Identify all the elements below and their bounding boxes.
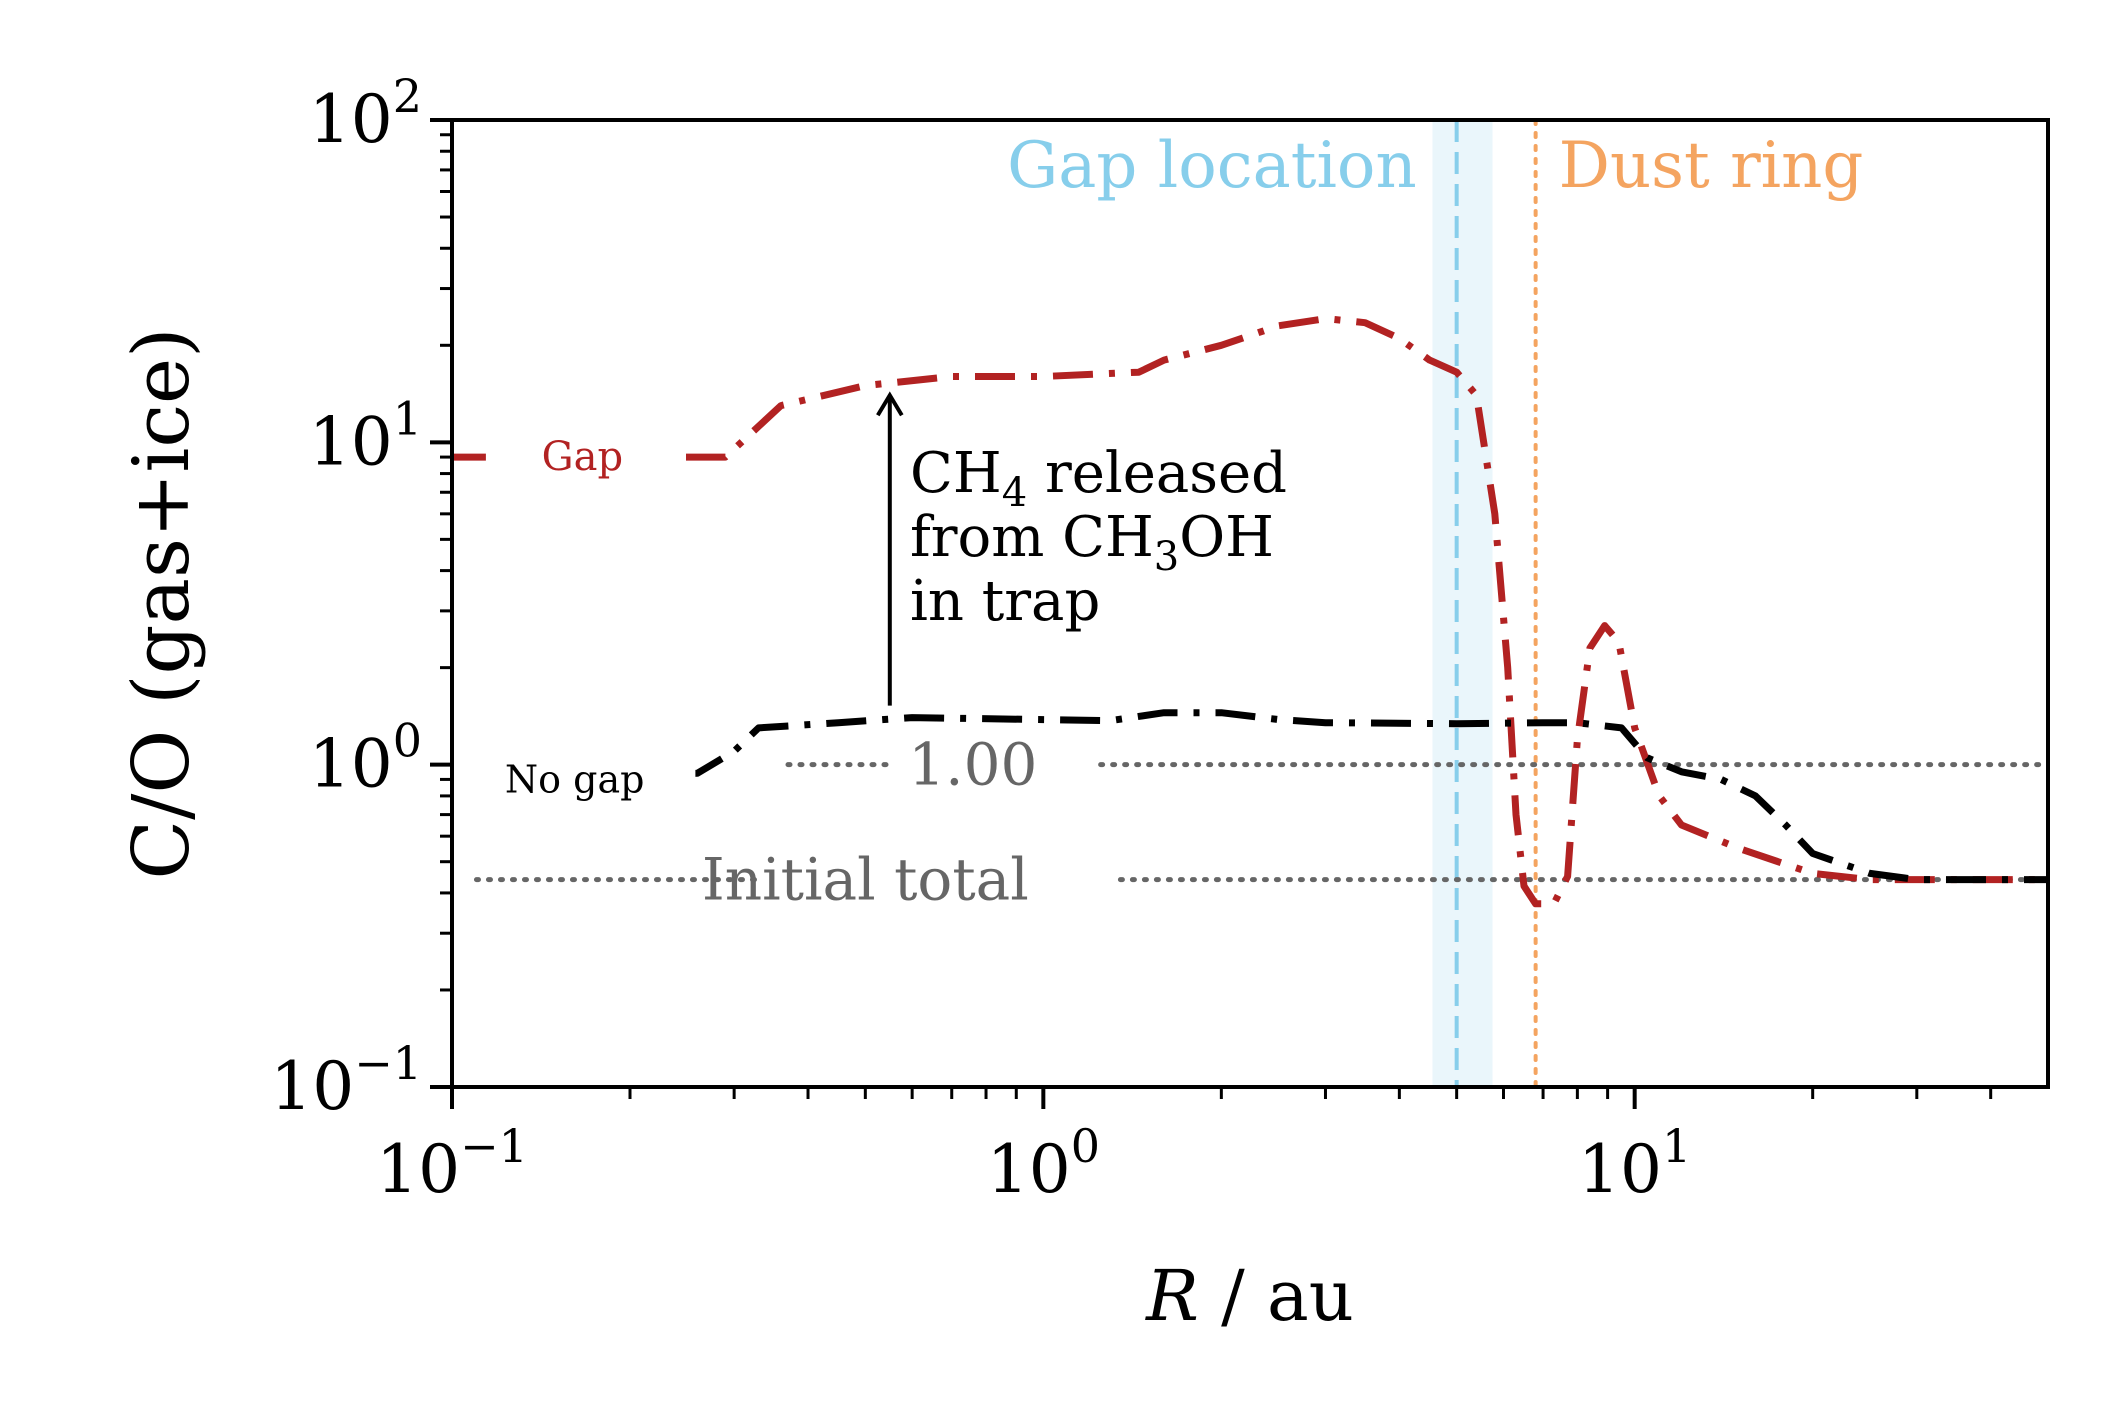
x-axis-label-sep: /	[1199, 1255, 1267, 1337]
y-tick-label: 10−1	[270, 1036, 422, 1125]
ref-line-label-one: 1.00	[908, 731, 1037, 799]
y-axis-label: C/O (gas+ice)	[117, 327, 207, 879]
annotation-line-2: in trap	[910, 569, 1100, 634]
x-tick-label-base: 10	[376, 1131, 460, 1208]
x-tick-label: 101	[1578, 1119, 1691, 1208]
annotation-line-0-prefix: CH	[910, 441, 1002, 506]
y-tick-label-exp: −1	[354, 1036, 422, 1090]
series-label-gap: Gap	[542, 434, 623, 480]
series-label-no-gap: No gap	[505, 757, 645, 801]
x-axis-label-var: R	[1144, 1255, 1199, 1337]
y-tick-label-base: 10	[309, 403, 393, 480]
x-tick-label-base: 10	[1578, 1131, 1662, 1208]
series-line-gap	[452, 315, 2048, 908]
annotation-line-1: from CH3OH	[910, 505, 1274, 580]
series-label-bg-1	[450, 755, 696, 802]
x-axis-label: R / au	[1144, 1255, 1354, 1337]
y-tick-label-base: 10	[309, 81, 393, 158]
x-tick-label-exp: 0	[1071, 1119, 1100, 1173]
annotation-line-1-prefix: from CH	[910, 505, 1154, 570]
annotation-line-2-prefix: in trap	[910, 569, 1100, 634]
gap-location-label: Gap location	[1007, 129, 1417, 203]
series-0-group	[452, 315, 2048, 908]
annotation-line-1-sub: 3	[1154, 534, 1179, 580]
y-tick-label: 102	[309, 69, 422, 158]
y-tick-label-exp: 2	[393, 69, 422, 123]
annotation-arrow-head	[876, 391, 904, 417]
series-1-group	[452, 709, 2048, 884]
x-tick-label: 10−1	[376, 1119, 528, 1208]
x-tick-label-exp: 1	[1662, 1119, 1691, 1173]
dust-ring-label: Dust ring	[1559, 129, 1864, 203]
annotation-line-0-suffix: released	[1027, 441, 1287, 506]
y-tick-label-exp: 1	[393, 391, 422, 445]
plot-frame	[450, 118, 2050, 1089]
x-tick-label-base: 10	[987, 1131, 1071, 1208]
ref-line-label-initial-total: Initial total	[702, 846, 1029, 914]
series-label-bg-0	[485, 433, 675, 480]
annotation-line-0: CH4 released	[910, 441, 1287, 516]
x-axis-label-unit: au	[1267, 1255, 1354, 1337]
y-tick-label-exp: 0	[393, 714, 422, 768]
annotation-line-0-sub: 4	[1002, 470, 1027, 516]
y-tick-label: 100	[309, 714, 422, 803]
y-tick-label: 101	[309, 391, 422, 480]
y-tick-label-base: 10	[270, 1048, 354, 1125]
x-tick-label-exp: −1	[460, 1119, 528, 1173]
series-line-no-gap	[452, 709, 2048, 884]
x-tick-label: 100	[987, 1119, 1100, 1208]
y-tick-label-base: 10	[309, 726, 393, 803]
annotation-line-1-suffix: OH	[1179, 505, 1274, 570]
gap-band	[1432, 120, 1493, 1087]
